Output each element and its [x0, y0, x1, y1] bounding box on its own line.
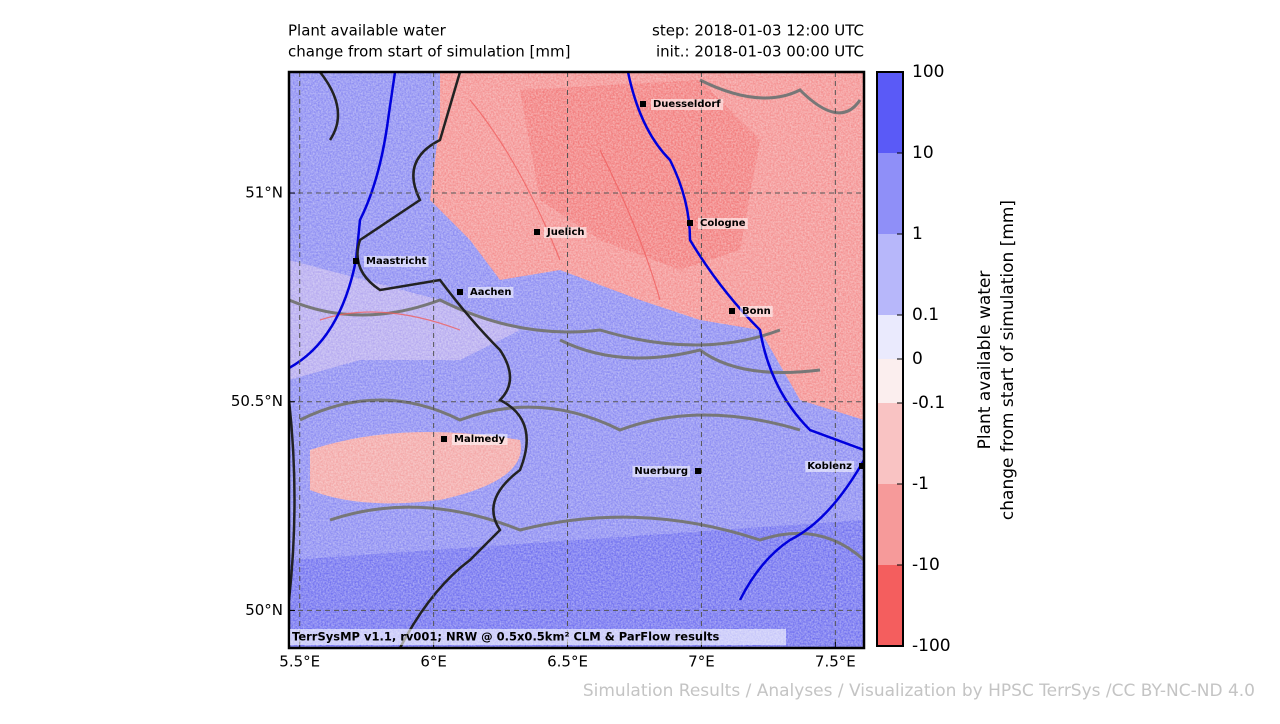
colorbar-tick-label: 1 [912, 224, 923, 244]
colorbar-tick-label: -100 [912, 636, 951, 656]
colorbar-tick-label: -0.1 [912, 393, 945, 413]
colorbar: 100 10 1 0.1 0 -0.1 -1 -10 -100 [876, 62, 951, 656]
city-label: Bonn [742, 306, 771, 317]
x-tick-label: 6°E [420, 653, 447, 671]
city-marker [859, 463, 865, 469]
city-label-bg [805, 461, 855, 472]
city-label: Juelich [546, 227, 585, 238]
credit: TerrSysMP v1.1, rv001; NRW @ 0.5x0.5km² … [292, 630, 720, 644]
city-label-bg [698, 218, 748, 229]
city-marker [695, 468, 701, 474]
city-label-bg [468, 287, 514, 298]
title: Plant available water [288, 22, 447, 40]
city-label: Nuerburg [634, 466, 688, 477]
colorbar-band [877, 234, 903, 315]
city-label: Maastricht [366, 256, 427, 267]
city-marker [353, 258, 359, 264]
credit-bg [290, 629, 786, 645]
city-label: Koblenz [807, 461, 852, 472]
colorbar-band [877, 565, 903, 646]
cities: Duesseldorf Cologne Juelich Maastricht Aache… [353, 99, 865, 477]
city-label: Malmedy [454, 434, 505, 445]
city-label-bg [632, 466, 690, 477]
colorbar-tick-label: -10 [912, 555, 940, 575]
init: init.: 2018-01-03 00:00 UTC [656, 43, 864, 61]
x-tick-label: 5.5°E [279, 653, 320, 671]
colorbar-label: change from start of simulation [mm] [998, 200, 1018, 520]
city-label-bg [544, 227, 587, 238]
colorbar-band [877, 72, 903, 153]
city-marker [729, 308, 735, 314]
y-tick-label: 50°N [245, 601, 283, 619]
colorbar-tick-label: 10 [912, 143, 934, 163]
map-field [289, 72, 864, 648]
colorbar-label: Plant available water [975, 271, 995, 450]
city-label-bg [740, 306, 773, 317]
colorbar-band [877, 403, 903, 484]
city-marker [441, 436, 447, 442]
city-label: Aachen [470, 287, 511, 298]
city-marker [687, 220, 693, 226]
city-label: Cologne [700, 218, 746, 229]
colorbar-band [877, 153, 903, 234]
colorbar-tick-label: 0 [912, 349, 923, 369]
footer: Simulation Results / Analyses / Visualiz… [583, 681, 1255, 701]
colorbar-band [877, 315, 903, 359]
city-label-bg [364, 256, 429, 267]
city-label: Duesseldorf [653, 99, 721, 110]
colorbar-band [877, 359, 903, 403]
city-label-bg [651, 99, 724, 110]
city-marker [640, 101, 646, 107]
y-tick-label: 50.5°N [231, 392, 283, 410]
step: step: 2018-01-03 12:00 UTC [652, 22, 864, 40]
colorbar-band [877, 484, 903, 565]
subtitle: change from start of simulation [mm] [288, 43, 570, 61]
city-marker [457, 289, 463, 295]
city-marker [534, 229, 540, 235]
y-tick-label: 51°N [245, 184, 283, 202]
colorbar-tick-label: 100 [912, 62, 944, 82]
grid [289, 72, 864, 648]
x-tick-label: 7.5°E [815, 653, 856, 671]
city-label-bg [452, 434, 508, 445]
colorbar-tick-label: 0.1 [912, 305, 939, 325]
x-tick-label: 6.5°E [547, 653, 588, 671]
map-frame [287, 70, 866, 650]
colorbar-tick-label: -1 [912, 474, 929, 494]
x-tick-label: 7°E [688, 653, 715, 671]
